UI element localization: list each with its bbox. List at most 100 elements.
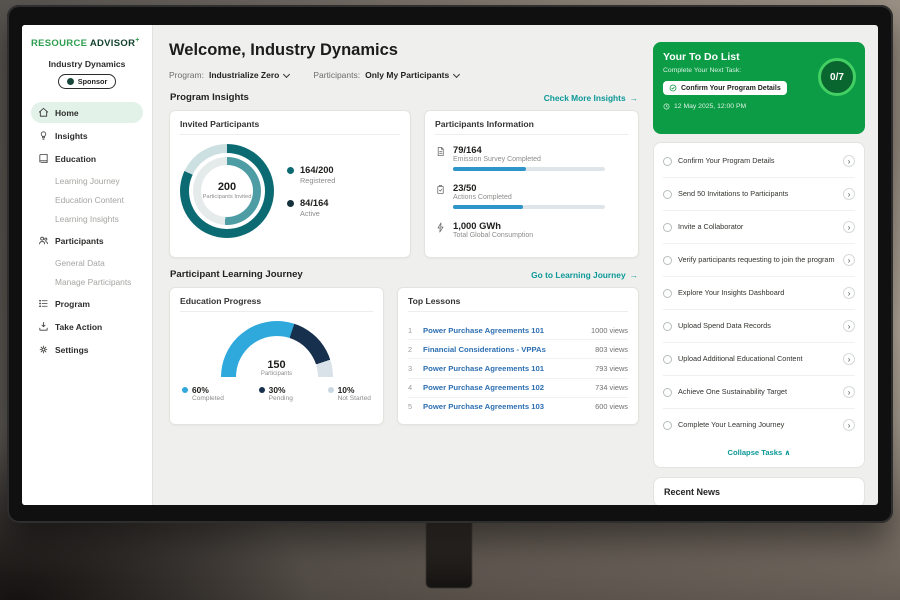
logo-plus: + (135, 37, 140, 44)
lesson-views: 734 views (595, 383, 628, 393)
gauge-label: Participants (260, 371, 293, 377)
lesson-rank: 3 (408, 363, 413, 373)
chevron-down-icon (453, 70, 461, 78)
sidebar-item-label: Insights (55, 130, 88, 141)
task-row[interactable]: Send 50 Invitations to Participants › (663, 178, 855, 211)
task-label: Verify participants requesting to join t… (678, 255, 835, 265)
lesson-link[interactable]: Power Purchase Agreements 101 (423, 325, 545, 335)
sidebar-item-label: Program (55, 298, 90, 309)
lesson-row: 2 Financial Considerations - VPPAs 803 v… (408, 340, 628, 360)
lesson-link[interactable]: Power Purchase Agreements 103 (423, 402, 545, 412)
gear-icon (38, 344, 49, 355)
task-row[interactable]: Upload Spend Data Records › (663, 310, 855, 343)
task-chevron-icon[interactable]: › (843, 386, 855, 398)
donut-value: 200 (217, 181, 237, 194)
task-row[interactable]: Verify participants requesting to join t… (663, 244, 855, 277)
sidebar-item-settings[interactable]: Settings (31, 339, 143, 360)
task-chevron-icon[interactable]: › (843, 353, 855, 365)
go-to-learning-journey-link[interactable]: Go to Learning Journey → (531, 270, 638, 280)
task-row[interactable]: Explore Your Insights Dashboard › (663, 277, 855, 310)
lesson-views: 793 views (595, 363, 628, 373)
task-chevron-icon[interactable]: › (843, 287, 855, 299)
task-row[interactable]: Achieve One Sustainability Target › (663, 376, 855, 409)
legend-label: Registered (300, 175, 336, 185)
donut-center-label: 200 Participants Invited (202, 166, 252, 216)
task-checkbox[interactable] (663, 288, 672, 298)
lesson-link[interactable]: Financial Considerations - VPPAs (423, 344, 546, 354)
home-icon (38, 107, 49, 118)
sidebar-item-general-data[interactable]: General Data (55, 257, 105, 268)
program-filter-select[interactable]: Industrialize Zero (209, 70, 291, 80)
task-checkbox[interactable] (663, 189, 672, 199)
sidebar-item-education-content[interactable]: Education Content (55, 194, 124, 205)
sidebar-item-learning-journey[interactable]: Learning Journey (55, 175, 120, 186)
sidebar-item-program[interactable]: Program (31, 293, 143, 314)
lesson-link[interactable]: Power Purchase Agreements 102 (423, 383, 545, 393)
todo-subtitle: Complete Your Next Task: (663, 67, 742, 74)
lesson-views: 803 views (595, 344, 628, 354)
task-checkbox[interactable] (663, 156, 672, 166)
task-chevron-icon[interactable]: › (843, 155, 855, 167)
active-dot-icon (287, 199, 294, 207)
sidebar-item-insights[interactable]: Insights (31, 125, 143, 146)
page-title: Welcome, Industry Dynamics (169, 41, 398, 59)
task-row[interactable]: Complete Your Learning Journey › (663, 409, 855, 441)
recent-news-header[interactable]: Recent News (653, 477, 865, 505)
lesson-row: 5 Power Purchase Agreements 103 600 view… (408, 398, 628, 416)
task-chevron-icon[interactable]: › (843, 419, 855, 431)
top-lessons-card: Top Lessons 1 Power Purchase Agreements … (397, 287, 639, 425)
task-label: Complete Your Learning Journey (678, 420, 785, 430)
task-chevron-icon[interactable]: › (843, 188, 855, 200)
lesson-rank: 4 (408, 383, 413, 393)
task-chevron-icon[interactable]: › (843, 254, 855, 266)
sidebar-item-label: Settings (55, 344, 89, 355)
legend-value: 84/164 (300, 197, 329, 208)
sidebar-item-take-action[interactable]: Take Action (31, 316, 143, 337)
collapse-tasks-link[interactable]: Collapse Tasks ∧ (663, 441, 855, 465)
sponsor-badge[interactable]: Sponsor (57, 74, 117, 90)
sidebar-item-education[interactable]: Education (31, 148, 143, 169)
task-label: Invite a Collaborator (678, 222, 744, 232)
legend-not-started: 10% Not Started (327, 385, 371, 402)
task-row[interactable]: Upload Additional Educational Content › (663, 343, 855, 376)
stat-value: 23/50 (453, 182, 477, 193)
task-checkbox[interactable] (663, 387, 672, 397)
card-title: Invited Participants (180, 119, 400, 135)
task-label: Send 50 Invitations to Participants (678, 189, 789, 199)
chevron-up-icon: ∧ (784, 448, 791, 457)
task-row[interactable]: Invite a Collaborator › (663, 211, 855, 244)
donut-label: Participants Invited (202, 194, 252, 201)
sidebar-item-participants[interactable]: Participants (31, 230, 143, 251)
logo-advisor: ADVISOR (89, 38, 136, 50)
todo-progress-ring: 0/7 (818, 58, 856, 96)
sidebar-item-home[interactable]: Home (31, 102, 143, 124)
next-task-pill[interactable]: Confirm Your Program Details (663, 81, 787, 95)
task-checkbox[interactable] (663, 321, 672, 331)
task-checkbox[interactable] (663, 222, 672, 232)
task-checkbox[interactable] (663, 420, 672, 430)
task-chevron-icon[interactable]: › (843, 221, 855, 233)
people-icon (38, 235, 49, 246)
sidebar-item-manage-participants[interactable]: Manage Participants (55, 276, 132, 287)
lesson-rank: 2 (408, 344, 413, 354)
list-icon (38, 298, 49, 309)
task-checkbox[interactable] (663, 255, 672, 265)
task-row[interactable]: Confirm Your Program Details › (663, 145, 855, 178)
legend-label: Completed (192, 395, 224, 402)
task-list-card: Confirm Your Program Details › Send 50 I… (653, 142, 865, 468)
recent-news-label: Recent News (664, 487, 721, 497)
chevron-down-icon (283, 70, 291, 78)
legend-value: 164/200 (300, 164, 334, 175)
lesson-link[interactable]: Power Purchase Agreements 101 (423, 363, 545, 373)
check-more-insights-link[interactable]: Check More Insights → (544, 93, 638, 103)
sidebar-item-learning-insights[interactable]: Learning Insights (55, 213, 119, 224)
task-checkbox[interactable] (663, 354, 672, 364)
sidebar: RESOURCE ADVISOR+ Industry Dynamics Spon… (22, 25, 153, 505)
card-title: Participants Information (435, 119, 628, 135)
task-label: Upload Spend Data Records (678, 321, 771, 331)
task-chevron-icon[interactable]: › (843, 320, 855, 332)
lesson-row: 1 Power Purchase Agreements 101 1000 vie… (408, 321, 628, 341)
sidebar-item-label: Education (55, 153, 97, 164)
participants-filter-select[interactable]: Only My Participants (365, 70, 461, 80)
